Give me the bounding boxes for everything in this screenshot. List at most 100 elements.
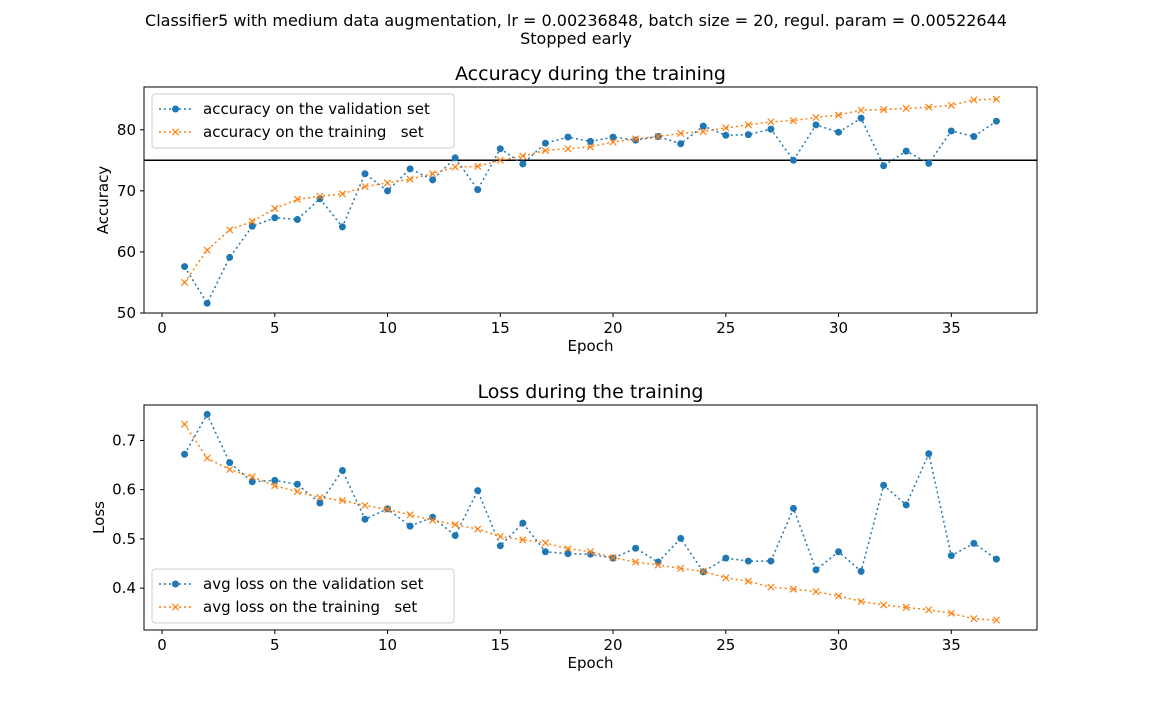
chart-title: Accuracy during the training xyxy=(455,63,726,85)
y-tick-label: 0.4 xyxy=(112,579,136,597)
data-point xyxy=(451,531,459,539)
data-point xyxy=(248,222,256,230)
data-point xyxy=(564,550,572,558)
data-point xyxy=(835,128,843,136)
legend: accuracy on the validation set accuracy o… xyxy=(151,93,455,149)
data-point xyxy=(316,493,324,502)
x-axis-label: Epoch xyxy=(568,654,614,672)
figure-suptitle-subline: Stopped early xyxy=(520,29,632,48)
data-point xyxy=(293,480,301,488)
data-point xyxy=(789,585,798,593)
data-point xyxy=(902,603,910,611)
data-point xyxy=(947,552,955,560)
data-point xyxy=(677,564,685,573)
x-tick-label: 30 xyxy=(829,636,848,654)
y-tick-label: 80 xyxy=(117,121,136,139)
data-point xyxy=(880,105,888,114)
data-point xyxy=(541,548,549,556)
y-tick-label: 60 xyxy=(117,243,136,261)
data-point xyxy=(587,137,594,145)
legend-box xyxy=(151,93,455,149)
data-point xyxy=(789,156,797,164)
data-point xyxy=(947,609,955,617)
y-tick-label: 50 xyxy=(117,304,136,322)
data-point xyxy=(541,539,550,547)
data-point xyxy=(293,488,301,496)
data-point xyxy=(519,536,527,544)
x-tick-label: 5 xyxy=(270,636,280,654)
data-point xyxy=(316,192,324,200)
legend-label: avg loss on the training set xyxy=(203,598,417,616)
data-point xyxy=(812,113,820,122)
data-point xyxy=(925,606,933,614)
data-point xyxy=(677,140,685,148)
data-point xyxy=(248,473,256,481)
data-point xyxy=(609,138,617,146)
data-point xyxy=(496,532,504,541)
data-point xyxy=(925,159,933,167)
data-point xyxy=(767,583,775,591)
data-point xyxy=(631,135,640,143)
data-point xyxy=(992,555,1000,563)
data-point xyxy=(992,616,1001,624)
data-point xyxy=(902,501,910,509)
x-tick-label: 0 xyxy=(157,636,167,654)
data-point xyxy=(586,548,595,556)
x-tick-label: 25 xyxy=(716,319,735,337)
data-point xyxy=(361,515,369,523)
data-point xyxy=(925,103,933,111)
x-tick-label: 25 xyxy=(716,636,735,654)
data-point xyxy=(722,131,730,139)
data-point xyxy=(406,175,414,183)
data-point xyxy=(181,263,189,271)
data-point xyxy=(361,170,369,178)
data-point xyxy=(429,516,437,524)
x-tick-label: 20 xyxy=(604,636,623,654)
data-point xyxy=(812,587,820,596)
data-point xyxy=(203,410,211,418)
data-point xyxy=(699,122,707,130)
legend-label: accuracy on the training set xyxy=(203,123,424,141)
data-point xyxy=(722,124,730,132)
series-line-0 xyxy=(183,412,997,573)
data-point xyxy=(203,299,211,307)
data-point xyxy=(429,170,437,178)
data-point xyxy=(767,557,775,565)
data-point xyxy=(451,163,459,171)
data-point xyxy=(293,216,301,224)
data-point xyxy=(970,132,978,140)
data-point xyxy=(586,143,595,151)
figure-suptitle: Classifier5 with medium data augmentatio… xyxy=(145,11,1007,30)
data-point xyxy=(180,420,189,428)
data-point xyxy=(632,544,640,552)
data-point xyxy=(316,499,324,507)
data-point xyxy=(834,111,843,119)
plot-area xyxy=(143,404,1038,631)
data-point xyxy=(880,162,888,170)
data-point xyxy=(226,253,234,261)
data-point xyxy=(857,114,865,122)
data-point xyxy=(857,106,865,114)
x-tick-label: 5 xyxy=(270,319,280,337)
data-point xyxy=(541,139,549,147)
data-point xyxy=(496,145,504,153)
data-point xyxy=(835,548,843,556)
data-point xyxy=(451,521,459,529)
data-point xyxy=(564,145,572,153)
x-tick-label: 30 xyxy=(829,319,848,337)
chart-title: Loss during the training xyxy=(478,381,704,403)
legend-label: accuracy on the validation set xyxy=(203,100,430,118)
y-axis-label: Loss xyxy=(90,501,108,534)
data-point xyxy=(181,450,189,458)
data-point xyxy=(180,278,189,287)
data-point xyxy=(812,121,820,129)
legend-marker xyxy=(171,603,180,611)
x-tick-label: 10 xyxy=(378,319,397,337)
data-point xyxy=(474,487,482,495)
data-point xyxy=(970,539,978,547)
data-point xyxy=(925,450,933,458)
x-axis-label: Epoch xyxy=(568,337,614,355)
data-point xyxy=(631,558,640,566)
data-point xyxy=(880,601,888,609)
